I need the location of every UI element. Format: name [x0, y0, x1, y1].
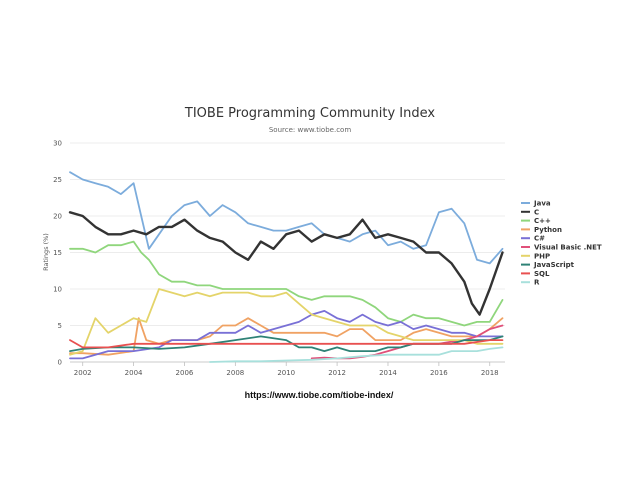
y-tick-label: 0 [58, 359, 62, 367]
legend-item[interactable]: C++ [534, 217, 551, 225]
y-tick-label: 15 [53, 249, 62, 257]
legend-item[interactable]: Python [534, 226, 562, 234]
series-lines [68, 171, 504, 363]
x-axis-ticks: 2002 2004 2006 2008 2010 2012 2014 2016 2018 [74, 362, 499, 377]
series-line-python [69, 317, 504, 356]
y-tick-label: 30 [53, 140, 62, 148]
legend-item[interactable]: PHP [534, 252, 550, 260]
x-tick-label: 2018 [481, 369, 499, 377]
legend-item[interactable]: JavaScript [533, 261, 575, 269]
series-line-c [68, 211, 504, 316]
y-tick-label: 5 [58, 322, 62, 330]
tiobe-line-chart: TIOBE Programming Community Index Source… [42, 106, 602, 377]
series-line-c- [69, 240, 504, 327]
series-line-r [208, 346, 504, 363]
chart-title: TIOBE Programming Community Index [184, 106, 435, 121]
series-line-sql [69, 339, 504, 349]
x-tick-label: 2002 [74, 369, 92, 377]
x-tick-label: 2008 [226, 369, 244, 377]
legend-item[interactable]: C [534, 208, 539, 216]
series-line-c- [69, 309, 504, 360]
x-tick-label: 2016 [430, 369, 448, 377]
legend-item[interactable]: Visual Basic .NET [534, 244, 602, 252]
x-tick-label: 2006 [176, 369, 194, 377]
y-tick-label: 25 [53, 176, 62, 184]
x-tick-label: 2014 [379, 369, 397, 377]
chart-subtitle: Source: www.tiobe.com [269, 126, 351, 134]
legend-item[interactable]: C# [534, 235, 545, 243]
x-tick-label: 2010 [277, 369, 295, 377]
source-url[interactable]: https://www.tiobe.com/tiobe-index/ [244, 390, 394, 400]
y-tick-label: 10 [53, 286, 62, 294]
x-tick-label: 2004 [125, 369, 143, 377]
legend-item[interactable]: R [534, 279, 540, 287]
legend-item[interactable]: Java [533, 200, 551, 208]
y-tick-label: 20 [53, 213, 62, 221]
y-axis-label: Ratings (%) [42, 233, 50, 271]
x-tick-label: 2012 [328, 369, 346, 377]
y-axis-ticks: 0 5 10 15 20 25 30 [53, 140, 62, 367]
legend-item[interactable]: SQL [534, 270, 550, 278]
series-line-php [69, 288, 504, 356]
series-line-java [69, 171, 504, 265]
